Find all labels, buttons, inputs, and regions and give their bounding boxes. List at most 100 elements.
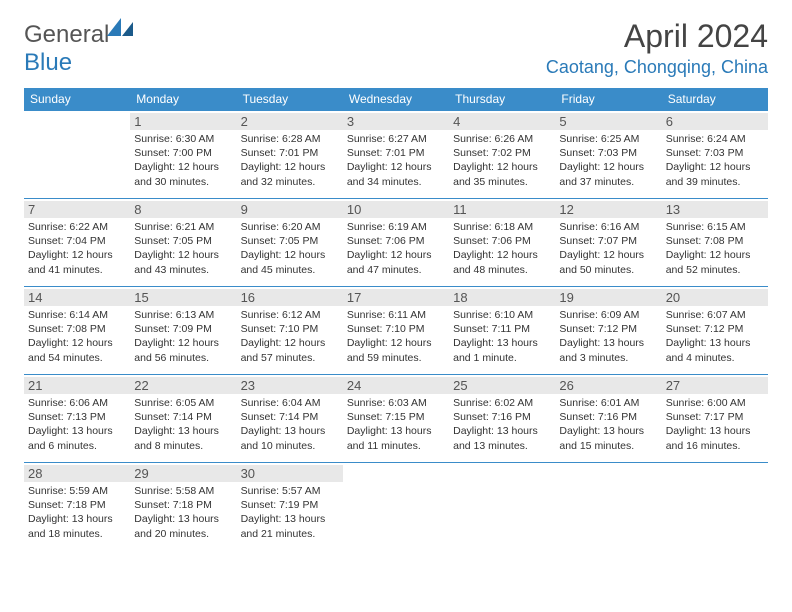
day-cell: 2Sunrise: 6:28 AMSunset: 7:01 PMDaylight… <box>237 111 343 199</box>
day-cell: 18 Sunrise: 6:10 AMSunset: 7:11 PMDayligh… <box>449 287 555 375</box>
day-header-saturday: Saturday <box>662 88 768 111</box>
day-info: Sunrise: 6:06 AMSunset: 7:13 PMDaylight:… <box>28 396 126 453</box>
day-info: Sunrise: 5:59 AMSunset: 7:18 PMDaylight:… <box>28 484 126 541</box>
day-number: 23 <box>237 377 343 394</box>
week-row: 21 Sunrise: 6:06 AMSunset: 7:13 PMDayligh… <box>24 375 768 463</box>
day-number: 12 <box>555 201 661 218</box>
day-header-monday: Monday <box>130 88 236 111</box>
day-info: Sunrise: 6:14 AMSunset: 7:08 PMDaylight:… <box>28 308 126 365</box>
day-cell: 19 Sunrise: 6:09 AMSunset: 7:12 PMDayligh… <box>555 287 661 375</box>
day-header-sunday: Sunday <box>24 88 130 111</box>
day-cell: 12Sunrise: 6:16 AMSunset: 7:07 PMDayligh… <box>555 199 661 287</box>
day-number: 22 <box>130 377 236 394</box>
day-cell: 10Sunrise: 6:19 AMSunset: 7:06 PMDayligh… <box>343 199 449 287</box>
day-number: 29 <box>130 465 236 482</box>
day-number: 6 <box>662 113 768 130</box>
day-info: Sunrise: 6:13 AMSunset: 7:09 PMDaylight:… <box>134 308 232 365</box>
day-number: 16 <box>237 289 343 306</box>
day-info: Sunrise: 6:30 AMSunset: 7:00 PMDaylight:… <box>134 132 232 189</box>
day-info: Sunrise: 6:22 AMSunset: 7:04 PMDaylight:… <box>28 220 126 277</box>
day-cell: 29 Sunrise: 5:58 AMSunset: 7:18 PMDayligh… <box>130 463 236 551</box>
day-number: 13 <box>662 201 768 218</box>
day-info: Sunrise: 6:24 AMSunset: 7:03 PMDaylight:… <box>666 132 764 189</box>
day-number: 1 <box>130 113 236 130</box>
day-cell: 7 Sunrise: 6:22 AMSunset: 7:04 PMDaylight… <box>24 199 130 287</box>
day-info: Sunrise: 6:09 AMSunset: 7:12 PMDaylight:… <box>559 308 657 365</box>
day-cell: 9Sunrise: 6:20 AMSunset: 7:05 PMDaylight… <box>237 199 343 287</box>
header: GeneralBlue April 2024 Caotang, Chongqin… <box>24 18 768 78</box>
day-number: 19 <box>555 289 661 306</box>
day-number: 14 <box>24 289 130 306</box>
day-number: 26 <box>555 377 661 394</box>
day-info: Sunrise: 6:03 AMSunset: 7:15 PMDaylight:… <box>347 396 445 453</box>
day-number: 18 <box>449 289 555 306</box>
day-cell: 23Sunrise: 6:04 AMSunset: 7:14 PMDayligh… <box>237 375 343 463</box>
day-cell: 25 Sunrise: 6:02 AMSunset: 7:16 PMDayligh… <box>449 375 555 463</box>
title-block: April 2024 Caotang, Chongqing, China <box>546 18 768 78</box>
day-cell: 14 Sunrise: 6:14 AMSunset: 7:08 PMDayligh… <box>24 287 130 375</box>
day-info: Sunrise: 6:07 AMSunset: 7:12 PMDaylight:… <box>666 308 764 365</box>
day-info: Sunrise: 6:15 AMSunset: 7:08 PMDaylight:… <box>666 220 764 277</box>
day-info: Sunrise: 6:25 AMSunset: 7:03 PMDaylight:… <box>559 132 657 189</box>
calendar-table: SundayMondayTuesdayWednesdayThursdayFrid… <box>24 88 768 551</box>
day-cell: 8 Sunrise: 6:21 AMSunset: 7:05 PMDaylight… <box>130 199 236 287</box>
day-info: Sunrise: 5:57 AMSunset: 7:19 PMDaylight:… <box>241 484 339 541</box>
week-row: 1 Sunrise: 6:30 AMSunset: 7:00 PMDaylight… <box>24 111 768 199</box>
day-cell: 5 Sunrise: 6:25 AMSunset: 7:03 PMDaylight… <box>555 111 661 199</box>
day-cell: 15 Sunrise: 6:13 AMSunset: 7:09 PMDayligh… <box>130 287 236 375</box>
day-header-friday: Friday <box>555 88 661 111</box>
day-number: 4 <box>449 113 555 130</box>
day-cell: 4 Sunrise: 6:26 AMSunset: 7:02 PMDaylight… <box>449 111 555 199</box>
day-cell: 20 Sunrise: 6:07 AMSunset: 7:12 PMDayligh… <box>662 287 768 375</box>
day-cell: 3 Sunrise: 6:27 AMSunset: 7:01 PMDaylight… <box>343 111 449 199</box>
day-number: 5 <box>555 113 661 130</box>
logo: GeneralBlue <box>24 18 133 77</box>
day-info: Sunrise: 6:21 AMSunset: 7:05 PMDaylight:… <box>134 220 232 277</box>
day-number: 27 <box>662 377 768 394</box>
day-cell: 1 Sunrise: 6:30 AMSunset: 7:00 PMDaylight… <box>130 111 236 199</box>
day-info: Sunrise: 6:12 AMSunset: 7:10 PMDaylight:… <box>241 308 339 365</box>
sail-icon <box>107 18 133 36</box>
day-header-thursday: Thursday <box>449 88 555 111</box>
day-info: Sunrise: 6:10 AMSunset: 7:11 PMDaylight:… <box>453 308 551 365</box>
day-info: Sunrise: 5:58 AMSunset: 7:18 PMDaylight:… <box>134 484 232 541</box>
day-info: Sunrise: 6:02 AMSunset: 7:16 PMDaylight:… <box>453 396 551 453</box>
day-info: Sunrise: 6:26 AMSunset: 7:02 PMDaylight:… <box>453 132 551 189</box>
day-info: Sunrise: 6:11 AMSunset: 7:10 PMDaylight:… <box>347 308 445 365</box>
day-cell: 11 Sunrise: 6:18 AMSunset: 7:06 PMDayligh… <box>449 199 555 287</box>
day-cell: 6 Sunrise: 6:24 AMSunset: 7:03 PMDaylight… <box>662 111 768 199</box>
day-cell: 22Sunrise: 6:05 AMSunset: 7:14 PMDayligh… <box>130 375 236 463</box>
day-info: Sunrise: 6:20 AMSunset: 7:05 PMDaylight:… <box>241 220 339 277</box>
day-number: 15 <box>130 289 236 306</box>
day-number: 20 <box>662 289 768 306</box>
day-cell: 21 Sunrise: 6:06 AMSunset: 7:13 PMDayligh… <box>24 375 130 463</box>
day-number: 17 <box>343 289 449 306</box>
day-number: 8 <box>130 201 236 218</box>
day-info: Sunrise: 6:27 AMSunset: 7:01 PMDaylight:… <box>347 132 445 189</box>
day-number: 30 <box>237 465 343 482</box>
day-header-wednesday: Wednesday <box>343 88 449 111</box>
day-cell: 26 Sunrise: 6:01 AMSunset: 7:16 PMDayligh… <box>555 375 661 463</box>
day-cell: 28Sunrise: 5:59 AMSunset: 7:18 PMDayligh… <box>24 463 130 551</box>
day-number: 3 <box>343 113 449 130</box>
day-number: 2 <box>237 113 343 130</box>
empty-cell <box>343 463 449 551</box>
day-number: 7 <box>24 201 130 218</box>
day-number: 25 <box>449 377 555 394</box>
day-cell: 16 Sunrise: 6:12 AMSunset: 7:10 PMDayligh… <box>237 287 343 375</box>
week-row: 14 Sunrise: 6:14 AMSunset: 7:08 PMDayligh… <box>24 287 768 375</box>
week-row: 28Sunrise: 5:59 AMSunset: 7:18 PMDayligh… <box>24 463 768 551</box>
empty-cell <box>24 111 130 199</box>
day-info: Sunrise: 6:18 AMSunset: 7:06 PMDaylight:… <box>453 220 551 277</box>
empty-cell <box>555 463 661 551</box>
day-number: 11 <box>449 201 555 218</box>
day-number: 21 <box>24 377 130 394</box>
location: Caotang, Chongqing, China <box>546 57 768 78</box>
day-header-row: SundayMondayTuesdayWednesdayThursdayFrid… <box>24 88 768 111</box>
day-cell: 27 Sunrise: 6:00 AMSunset: 7:17 PMDayligh… <box>662 375 768 463</box>
day-number: 24 <box>343 377 449 394</box>
logo-part1: General <box>24 21 109 48</box>
day-number: 10 <box>343 201 449 218</box>
day-info: Sunrise: 6:01 AMSunset: 7:16 PMDaylight:… <box>559 396 657 453</box>
day-info: Sunrise: 6:00 AMSunset: 7:17 PMDaylight:… <box>666 396 764 453</box>
